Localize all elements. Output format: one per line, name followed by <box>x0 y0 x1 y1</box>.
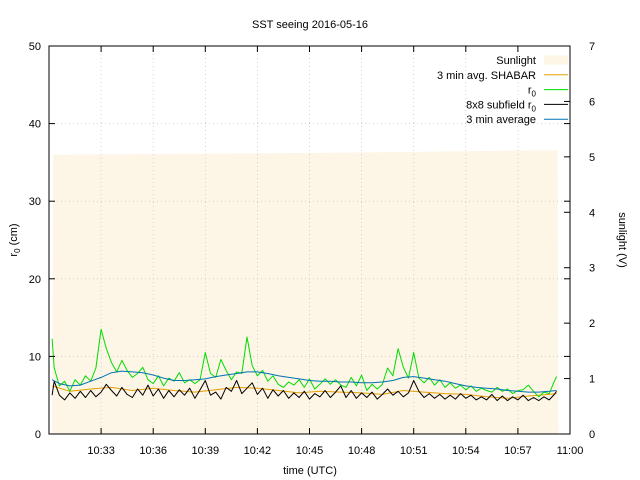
y-tick-label: 20 <box>29 274 41 286</box>
plot-area-layer <box>52 150 559 434</box>
series-3-min-avg-shabar-line <box>51 385 557 399</box>
y2-tick-label: 1 <box>589 374 595 386</box>
x-tick-label: 10:48 <box>348 445 376 457</box>
legend-label-8x8-subfield-r0: 8x8 subfield r0 <box>466 99 536 113</box>
y-tick-label: 10 <box>29 351 41 363</box>
y-tick-label: 30 <box>29 196 41 208</box>
x-tick-label: 10:42 <box>244 445 272 457</box>
y2-tick-label: 5 <box>589 152 595 164</box>
series-layer <box>51 328 557 402</box>
legend-label-sunlight: Sunlight <box>496 55 536 67</box>
legend-label-3-min-avg-shabar: 3 min avg. SHABAR <box>437 70 536 82</box>
y2-tick-label: 2 <box>589 318 595 330</box>
series-3-min-average-line <box>51 370 557 393</box>
x-tick-label: 10:33 <box>87 445 115 457</box>
grid-layer <box>49 46 570 434</box>
legend-label-3-min-average: 3 min average <box>466 114 536 126</box>
y-tick-label: 0 <box>35 429 41 441</box>
legend-label-sub: 0 <box>532 104 537 113</box>
y2-tick-label: 7 <box>589 41 595 53</box>
legend-label-main: r <box>528 85 532 97</box>
series-sunlight-area <box>52 150 559 434</box>
legend-label-main: 3 min avg. SHABAR <box>437 70 536 82</box>
y-axis-label-unit: (cm) <box>8 223 20 248</box>
series-r0-line <box>51 328 557 398</box>
y2-tick-label: 3 <box>589 263 595 275</box>
legend-label-sub: 0 <box>532 90 537 99</box>
y-axis-label: r0 (cm) <box>8 223 22 256</box>
y2-tick-label: 6 <box>589 96 595 108</box>
y2-tick-label: 0 <box>589 429 595 441</box>
x-axis-label: time (UTC) <box>283 465 337 477</box>
ticks-layer: 0 10 20 30 40 50 0 1 2 3 4 5 6 7 10:33 10:36 10:39 10:42 1… <box>29 41 595 457</box>
x-tick-label: 10:57 <box>504 445 532 457</box>
chart-title: SST seeing 2016-05-16 <box>252 19 368 31</box>
legend-label-main: 3 min average <box>466 114 536 126</box>
legend-label-main: 8x8 subfield r <box>466 99 532 111</box>
x-tick-label: 10:36 <box>139 445 167 457</box>
y2-tick-label: 4 <box>589 207 595 219</box>
x-tick-label: 10:51 <box>400 445 428 457</box>
x-tick-label: 11:00 <box>557 445 584 457</box>
legend-swatch-sunlight <box>544 55 568 65</box>
y-axis-label-main: r <box>8 253 20 257</box>
y-tick-label: 50 <box>29 41 41 53</box>
legend-label-r0: r0 <box>528 85 537 99</box>
y-axis-label-sub: 0 <box>13 248 22 253</box>
legend-label-main: Sunlight <box>496 55 536 67</box>
x-tick-label: 10:39 <box>192 445 220 457</box>
x-tick-label: 10:54 <box>452 445 480 457</box>
series-8x8-subfield-r0-line <box>51 380 557 402</box>
x-tick-label: 10:45 <box>296 445 324 457</box>
y-tick-label: 40 <box>29 119 41 131</box>
y2-axis-label: sunlight (V) <box>616 212 628 268</box>
